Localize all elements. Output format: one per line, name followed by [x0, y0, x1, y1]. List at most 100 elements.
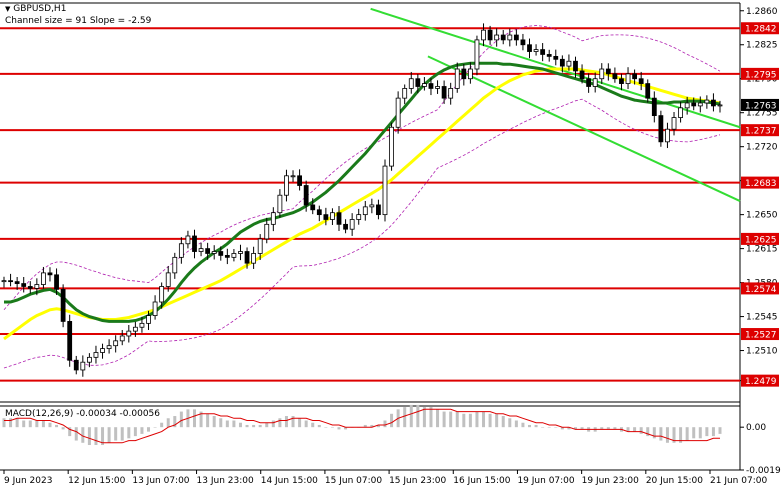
macd-histogram-bar — [179, 411, 183, 428]
candle-body — [553, 55, 559, 60]
candle — [119, 329, 125, 346]
macd-histogram-bar — [22, 420, 26, 428]
macd-histogram-bar — [304, 420, 308, 428]
candle-body — [467, 68, 473, 80]
macd-histogram-bar — [265, 422, 269, 428]
candle — [60, 284, 66, 328]
time-tick-label: 21 Jun 07:00 — [710, 476, 767, 486]
candle-body — [691, 102, 697, 107]
macd-histogram-bar — [698, 427, 702, 439]
level-tag — [741, 22, 779, 35]
candle — [658, 110, 664, 147]
macd-histogram-bar — [488, 413, 492, 428]
candle-body — [205, 248, 211, 254]
candle — [165, 266, 171, 292]
candle-body — [605, 68, 611, 75]
macd-histogram-bar — [324, 427, 328, 428]
macd-histogram-bar — [166, 418, 170, 428]
macd-histogram-bar — [258, 424, 262, 428]
candle-body — [316, 209, 322, 216]
price-tick-label: 1.2755 — [746, 109, 778, 119]
candle-body — [454, 68, 460, 89]
macd-histogram-bar — [554, 427, 558, 428]
macd-histogram-bar — [55, 424, 59, 428]
candle — [487, 25, 493, 45]
candle-body — [415, 78, 421, 87]
candle — [494, 28, 500, 47]
candle — [559, 55, 565, 73]
macd-histogram-bar — [219, 418, 223, 428]
candle-body — [533, 49, 539, 52]
candle-body — [527, 44, 532, 52]
candle — [290, 170, 296, 183]
macd-histogram-bar — [416, 404, 420, 428]
macd-signal-line — [4, 408, 720, 444]
candle-body — [625, 73, 631, 84]
macd-histogram-bar — [600, 427, 604, 430]
time-tick-label: 13 Jun 23:00 — [197, 476, 254, 486]
macd-histogram-bar — [626, 427, 630, 432]
candle — [106, 339, 112, 354]
candle-body — [461, 68, 467, 80]
candle — [257, 234, 263, 260]
macd-histogram-bar — [271, 420, 275, 428]
candle — [93, 345, 99, 364]
ma-green-line — [4, 61, 721, 323]
macd-histogram-bar — [633, 427, 637, 432]
dropdown-triangle-icon[interactable]: ▼ — [5, 5, 11, 13]
macd-histogram-bar — [711, 427, 715, 437]
candle-body — [330, 212, 335, 220]
macd-histogram-bar — [613, 427, 617, 430]
macd-histogram-bar — [514, 420, 518, 428]
candle — [41, 266, 46, 289]
candle-body — [665, 128, 670, 143]
candle — [178, 237, 184, 264]
candle-body — [8, 280, 13, 283]
candle-body — [428, 83, 434, 89]
macd-histogram-bar — [225, 420, 229, 428]
candle — [546, 49, 552, 62]
macd-histogram-bar — [153, 427, 157, 428]
candle — [132, 321, 138, 337]
candle-body — [376, 204, 381, 216]
symbol-label: GBPUSD,H1 — [13, 4, 67, 14]
macd-histogram-bar — [436, 409, 440, 428]
macd-histogram-bar — [81, 427, 85, 443]
macd-histogram-bar — [541, 427, 545, 428]
macd-histogram-bar — [442, 411, 446, 428]
macd-label: MACD(12,26,9) -0.00034 -0.00056 — [5, 409, 161, 419]
macd-histogram-bar — [160, 422, 164, 428]
candlesticks — [1, 23, 723, 377]
candle-body — [566, 60, 572, 67]
candle-body — [290, 175, 296, 178]
candle-body — [113, 340, 119, 347]
time-tick-label: 19 Jun 07:00 — [517, 476, 574, 486]
level-tag-label: 1.2625 — [745, 235, 777, 245]
candle — [54, 268, 59, 295]
candle-body — [47, 272, 53, 276]
candle — [303, 180, 309, 212]
candle-body — [402, 88, 408, 99]
level-tag-label: 1.2574 — [745, 285, 777, 295]
candle-body — [238, 251, 243, 254]
macd-histogram-bar — [521, 422, 525, 428]
candle-body — [218, 251, 224, 256]
candle — [277, 189, 283, 218]
macd-histogram-bar — [2, 418, 6, 428]
candle-body — [1, 280, 7, 283]
candle — [238, 244, 243, 261]
candle-body — [106, 345, 112, 350]
candle — [671, 111, 677, 136]
candle — [422, 77, 427, 91]
macd-histogram-bar — [68, 427, 72, 437]
macd-histogram-bar — [560, 427, 564, 430]
time-tick-label: 19 Jun 23:00 — [582, 476, 639, 486]
candle-body — [599, 68, 605, 80]
candle — [297, 169, 302, 191]
candle-body — [579, 70, 585, 80]
macd-histogram-bar — [199, 411, 203, 428]
candle-body — [185, 235, 191, 245]
candle — [139, 316, 145, 333]
